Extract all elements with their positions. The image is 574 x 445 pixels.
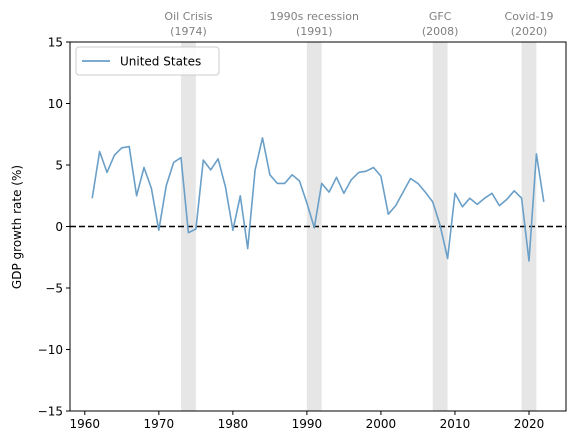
x-tick-label: 1970 <box>144 417 175 431</box>
legend-box <box>75 46 220 76</box>
x-tick-label: 1980 <box>218 417 249 431</box>
y-tick-label: 0 <box>55 220 63 234</box>
recession-band <box>521 42 537 411</box>
recession-label-name: Covid-19 <box>505 10 554 23</box>
legend: United States <box>75 46 220 76</box>
x-axis: 1960 1970 1980 1990 2000 2010 2020 <box>70 411 545 431</box>
recession-bands <box>181 42 537 411</box>
recession-label-name: 1990s recession <box>270 10 359 23</box>
series-line-united-states <box>91 137 545 262</box>
y-tick-label: −15 <box>38 405 63 419</box>
recession-labels: Oil Crisis (1974) 1990s recession (1991) GFC… <box>164 10 553 38</box>
y-tick-label: 15 <box>48 36 63 50</box>
x-tick-label: 2010 <box>440 417 471 431</box>
y-axis-label: GDP growth rate (%) <box>10 165 24 289</box>
y-tick-label: 5 <box>55 159 63 173</box>
y-tick-label: −10 <box>38 343 63 357</box>
x-tick-label: 2020 <box>514 417 545 431</box>
y-axis: −15 −10 −5 0 5 10 15 <box>38 36 70 419</box>
recession-label-year: (2008) <box>422 25 459 38</box>
legend-label-united-states: United States <box>120 55 201 69</box>
recession-label-year: (2020) <box>511 25 548 38</box>
recession-label-year: (1991) <box>296 25 333 38</box>
recession-label-name: Oil Crisis <box>164 10 212 23</box>
recession-label-name: GFC <box>429 10 452 23</box>
x-tick-label: 1990 <box>292 417 323 431</box>
y-tick-label: 10 <box>48 97 63 111</box>
y-tick-label: −5 <box>45 282 63 296</box>
x-tick-label: 2000 <box>366 417 397 431</box>
x-tick-label: 1960 <box>70 417 101 431</box>
recession-label-year: (1974) <box>170 25 207 38</box>
